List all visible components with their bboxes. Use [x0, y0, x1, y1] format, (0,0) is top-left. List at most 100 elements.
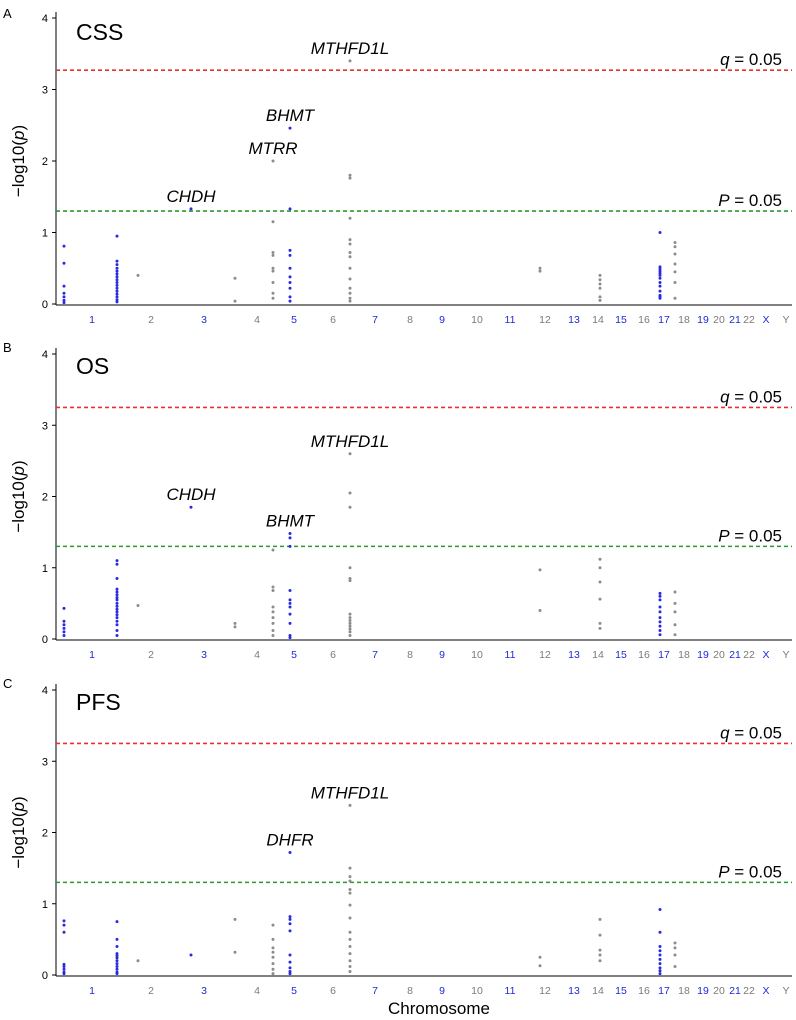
data-point-chr-17	[658, 633, 662, 637]
data-point-chr-2	[136, 959, 140, 963]
data-point-chr-6	[348, 624, 352, 628]
data-point-chr-6	[348, 452, 352, 456]
y-axis-label: −log10(p)	[9, 796, 28, 868]
data-point-chr-5	[288, 915, 292, 919]
data-point-chr-17	[658, 953, 662, 957]
x-tick-label-chr-8: 8	[407, 985, 413, 997]
data-point-chr-18	[673, 941, 677, 945]
data-point-chr-1	[115, 920, 119, 924]
data-point-chr-1	[62, 964, 66, 968]
data-point-chr-1	[115, 972, 119, 976]
data-point-chr-1	[115, 607, 119, 611]
data-point-chr-6	[348, 296, 352, 300]
x-tick-label-chr-17: 17	[658, 314, 670, 326]
data-point-chr-4	[271, 266, 275, 270]
data-point-chr-17	[658, 620, 662, 624]
gene-label-mthfd1l: MTHFD1L	[311, 39, 389, 58]
data-point-chr-17	[658, 598, 662, 602]
data-point-chr-6	[348, 916, 352, 920]
data-point-chr-14	[598, 286, 602, 290]
data-point-chr-1	[115, 234, 119, 238]
data-point-chr-5	[288, 850, 292, 854]
data-point-chr-1	[62, 261, 66, 265]
q-threshold-label: q = 0.05	[720, 723, 782, 742]
x-tick-label-chr-11: 11	[505, 649, 516, 661]
x-axis-label: Chromosome	[388, 999, 490, 1018]
x-tick-label-chr-11: 11	[505, 985, 516, 997]
x-tick-label-chr-2: 2	[148, 649, 154, 661]
data-point-chr-5	[288, 286, 292, 290]
data-point-chr-1	[115, 601, 119, 605]
x-tick-label-chr-12: 12	[539, 314, 551, 326]
x-tick-label-chr-22: 22	[743, 314, 755, 326]
data-point-chr-14	[598, 948, 602, 952]
data-point-chr-5	[288, 922, 292, 926]
data-point-chr-1	[115, 613, 119, 617]
data-point-chr-4	[271, 253, 275, 257]
data-point-chr-1	[115, 263, 119, 267]
x-tick-label-chr-17: 17	[658, 985, 670, 997]
y-tick-label: 1	[42, 899, 48, 911]
data-point-chr-14	[598, 626, 602, 630]
data-point-chr-18	[673, 610, 677, 614]
x-tick-label-chr-12: 12	[539, 985, 551, 997]
data-point-chr-6	[348, 612, 352, 616]
data-point-chr-4	[271, 950, 275, 954]
data-point-chr-12	[538, 269, 542, 273]
data-point-chr-1	[115, 283, 119, 287]
data-point-chr-18	[673, 623, 677, 627]
data-point-chr-18	[673, 601, 677, 605]
data-point-chr-6	[348, 266, 352, 270]
panel-title: OS	[76, 353, 109, 379]
panel-letter: A	[3, 6, 12, 21]
data-point-chr-1	[115, 619, 119, 623]
x-tick-label-chr-20: 20	[713, 649, 725, 661]
x-tick-label-chr-6: 6	[330, 314, 336, 326]
data-point-chr-14	[598, 953, 602, 957]
data-point-chr-4	[233, 625, 237, 629]
data-point-chr-6	[348, 888, 352, 891]
q-threshold-label: q = 0.05	[720, 50, 782, 69]
data-point-chr-14	[598, 933, 602, 937]
y-tick-label: 0	[42, 634, 48, 646]
x-tick-label-chr-8: 8	[407, 649, 413, 661]
x-tick-label-chr-4: 4	[254, 314, 260, 326]
x-tick-label-chr-18: 18	[678, 314, 690, 326]
data-point-chr-5	[288, 281, 292, 285]
x-tick-label-chr-19: 19	[697, 649, 709, 661]
data-point-chr-1	[115, 596, 119, 600]
data-point-chr-5	[288, 536, 292, 540]
data-point-chr-1	[62, 919, 66, 923]
data-point-chr-1	[115, 300, 119, 304]
y-tick-label: 1	[42, 563, 48, 575]
data-point-chr-5	[288, 966, 292, 970]
data-point-chr-17	[658, 273, 662, 277]
data-point-chr-6	[348, 952, 352, 956]
data-point-chr-1	[115, 278, 119, 282]
data-point-chr-5	[288, 969, 292, 973]
x-tick-label-chr-10: 10	[471, 985, 483, 997]
data-point-chr-4	[271, 967, 275, 971]
data-point-chr-1	[115, 945, 119, 948]
data-point-chr-1	[115, 292, 119, 296]
y-tick-label: 2	[42, 156, 48, 168]
data-point-chr-1	[115, 295, 119, 299]
data-point-chr-18	[673, 964, 677, 968]
panel-letter: C	[3, 676, 12, 691]
data-point-chr-12	[538, 955, 542, 959]
data-point-chr-5	[288, 207, 292, 211]
data-point-chr-5	[288, 532, 292, 536]
data-point-chr-4	[271, 220, 275, 224]
data-point-chr-4	[271, 296, 275, 300]
data-point-chr-4	[271, 937, 275, 941]
x-tick-label-chr-10: 10	[471, 649, 483, 661]
data-point-chr-4	[271, 159, 275, 163]
y-tick-label: 3	[42, 756, 48, 768]
data-point-chr-6	[348, 216, 352, 220]
gene-label-mthfd1l: MTHFD1L	[311, 783, 389, 802]
data-point-chr-17	[658, 624, 662, 628]
data-point-chr-4	[271, 589, 275, 593]
data-point-chr-12	[538, 568, 542, 572]
data-point-chr-4	[271, 621, 275, 625]
x-tick-label-chr-3: 3	[201, 985, 207, 997]
